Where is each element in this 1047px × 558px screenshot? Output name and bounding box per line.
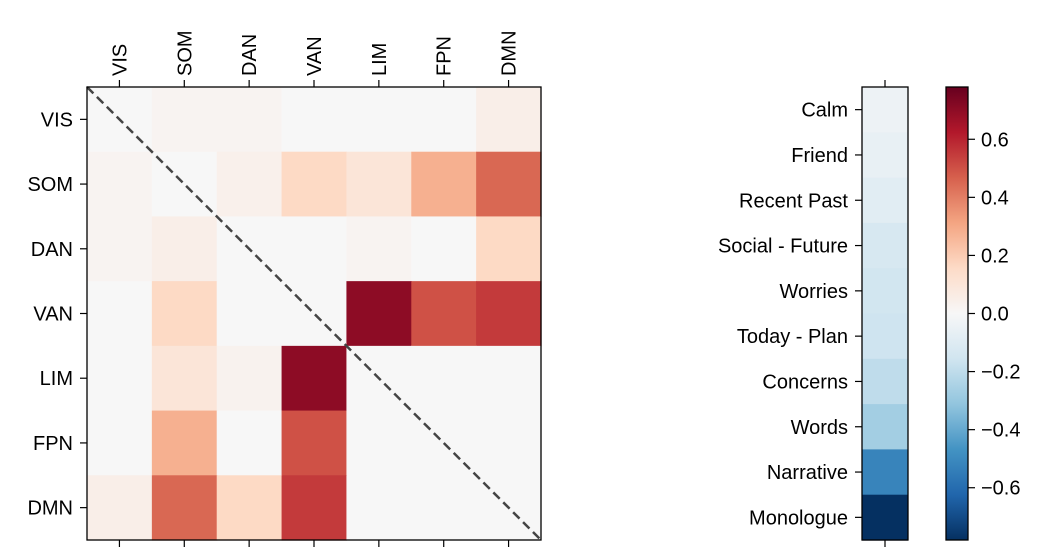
theme-tick-label: Today - Plan bbox=[737, 326, 848, 348]
y-tick-label: VIS bbox=[41, 109, 73, 131]
matrix-cell bbox=[151, 87, 218, 153]
matrix-cell bbox=[476, 87, 542, 153]
matrix-cell bbox=[346, 87, 412, 153]
matrix-cell bbox=[151, 216, 218, 282]
matrix-cell bbox=[281, 151, 348, 218]
matrix-cell bbox=[281, 475, 348, 541]
matrix-x-axis: VIS SOM DAN VAN LIM FPN DMN bbox=[109, 30, 521, 547]
y-tick-label: LIM bbox=[40, 368, 73, 390]
matrix-cell bbox=[476, 281, 542, 347]
matrix-cell bbox=[151, 281, 218, 347]
matrix-cell bbox=[411, 281, 477, 347]
matrix-cell bbox=[87, 281, 153, 347]
theme-cell bbox=[862, 358, 908, 405]
matrix-cell bbox=[216, 475, 283, 541]
theme-tick-label: Recent Past bbox=[739, 190, 848, 212]
matrix-cell bbox=[87, 151, 153, 218]
matrix-cell bbox=[346, 151, 412, 218]
matrix-cell bbox=[411, 151, 477, 218]
y-tick-label: SOM bbox=[27, 174, 73, 196]
theme-tick-label: Friend bbox=[791, 145, 848, 167]
matrix-cell bbox=[281, 216, 348, 282]
theme-tick-label: Words bbox=[791, 417, 848, 439]
matrix-cell bbox=[476, 410, 542, 476]
matrix-cell bbox=[281, 410, 348, 476]
matrix-cell bbox=[411, 475, 477, 541]
matrix-cell bbox=[281, 345, 348, 412]
theme-tick-label: Concerns bbox=[762, 371, 848, 393]
matrix-cell bbox=[216, 281, 283, 347]
theme-tick-label: Social - Future bbox=[718, 236, 848, 258]
theme-tick-label: Calm bbox=[801, 100, 848, 122]
colorbar-tick-label: 0.2 bbox=[981, 245, 1009, 267]
matrix-y-axis: VIS SOM DAN VAN LIM FPN DMN bbox=[27, 109, 87, 520]
x-tick-label: SOM bbox=[174, 30, 196, 76]
matrix-heatmap bbox=[87, 87, 542, 541]
matrix-cell bbox=[411, 87, 477, 153]
matrix-cell bbox=[411, 216, 477, 282]
matrix-cell bbox=[411, 345, 477, 412]
x-tick-label: VAN bbox=[304, 36, 326, 76]
theme-cell bbox=[862, 132, 908, 179]
matrix-cell bbox=[476, 345, 542, 412]
x-tick-label: LIM bbox=[369, 43, 391, 76]
colorbar-tick-label: 0.6 bbox=[981, 129, 1009, 151]
colorbar-tick-label: −0.6 bbox=[981, 478, 1020, 500]
matrix-cell bbox=[346, 475, 412, 541]
x-tick-label: VIS bbox=[109, 44, 131, 76]
matrix-cell bbox=[281, 87, 348, 153]
theme-strip-y-axis: Calm Friend Recent Past Social - Future Worr… bbox=[718, 80, 886, 547]
theme-cell bbox=[862, 449, 908, 496]
matrix-cell bbox=[346, 410, 412, 476]
theme-cell bbox=[862, 222, 908, 269]
matrix-cell bbox=[87, 410, 153, 476]
colorbar-axis: 0.6 0.4 0.2 0.0 −0.2 −0.4 −0.6 bbox=[968, 129, 1020, 500]
matrix-cell bbox=[151, 475, 218, 541]
theme-cell bbox=[862, 177, 908, 224]
theme-cell bbox=[862, 404, 908, 450]
theme-cell bbox=[862, 87, 908, 133]
theme-tick-label: Narrative bbox=[767, 462, 848, 484]
y-tick-label: VAN bbox=[33, 304, 73, 326]
colorbar-tick-label: 0.0 bbox=[981, 304, 1009, 326]
matrix-cell bbox=[87, 345, 153, 412]
matrix-cell bbox=[216, 410, 283, 476]
theme-strip-heatmap bbox=[862, 87, 908, 541]
x-tick-label: FPN bbox=[434, 36, 456, 76]
theme-tick-label: Monologue bbox=[749, 507, 848, 529]
colorbar bbox=[945, 86, 969, 541]
colorbar-tick-label: −0.4 bbox=[981, 420, 1020, 442]
matrix-cell bbox=[216, 345, 283, 412]
matrix-cell bbox=[476, 216, 542, 282]
y-tick-label: DAN bbox=[31, 239, 73, 261]
matrix-diagonal-line bbox=[86, 86, 542, 541]
colorbar-tick-label: −0.2 bbox=[981, 362, 1020, 384]
theme-cell bbox=[862, 268, 908, 315]
y-tick-label: FPN bbox=[33, 433, 73, 455]
y-tick-label: DMN bbox=[27, 498, 73, 520]
theme-cell bbox=[862, 494, 908, 541]
theme-tick-label: Worries bbox=[779, 281, 848, 303]
matrix-cell bbox=[346, 281, 412, 347]
colorbar-tick-label: 0.4 bbox=[981, 187, 1009, 209]
matrix-cell bbox=[216, 87, 283, 153]
matrix-cell bbox=[151, 345, 218, 412]
diagonal-dashed-line bbox=[86, 86, 542, 541]
x-tick-label: DAN bbox=[239, 34, 261, 76]
matrix-cell bbox=[151, 410, 218, 476]
matrix-cell bbox=[346, 216, 412, 282]
matrix-cell bbox=[216, 151, 283, 218]
colorbar-gradient bbox=[946, 87, 968, 540]
theme-cell bbox=[862, 313, 908, 360]
matrix-cell bbox=[476, 151, 542, 218]
matrix-cell bbox=[87, 216, 153, 282]
matrix-cell bbox=[87, 475, 153, 541]
x-tick-label: DMN bbox=[499, 30, 521, 76]
